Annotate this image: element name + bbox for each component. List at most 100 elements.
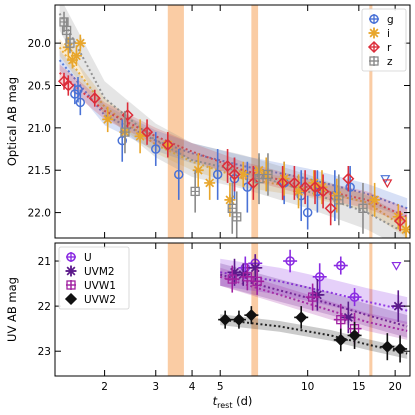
legend-2-marker-u: [66, 252, 76, 262]
series-z: [59, 11, 368, 238]
series-uvw2: [218, 306, 408, 363]
point-u-4: [314, 272, 325, 282]
panel-2-plot-area: [167, 243, 408, 376]
model-line-u: [220, 271, 408, 312]
legend-2-box: [58, 246, 130, 310]
point-z-7: [232, 212, 242, 222]
point-i-21: [392, 211, 404, 223]
y-tick-label-1-3: 21.0: [28, 123, 51, 135]
point-uvw1-2-cross: [243, 272, 252, 281]
point-i-4: [74, 37, 86, 49]
point-uvw1-4-cross: [308, 293, 317, 302]
x-axis-label-unit: (d): [232, 394, 252, 408]
point-z-6-cross: [228, 204, 237, 213]
point-r-5: [140, 126, 154, 139]
point-uvw2-4: [295, 311, 308, 324]
point-r-2: [62, 79, 75, 92]
point-r-8: [228, 168, 241, 181]
point-uvw2-1: [219, 313, 232, 326]
x-tick-label-6: 15: [352, 381, 365, 393]
point-i-10: [204, 177, 216, 189]
legend-1-box: [361, 8, 407, 72]
point-r-11: [288, 176, 301, 189]
x-tick-label-3: 4: [189, 381, 196, 393]
point-uvw2-2: [232, 313, 246, 326]
point-uvw1-5-cross: [336, 315, 345, 324]
point-u-3: [285, 256, 295, 266]
point-i-2: [66, 54, 78, 66]
point-g-6: [174, 169, 184, 180]
point-uvw1-3-cross: [253, 277, 262, 286]
x-axis-label: trest (d): [213, 394, 253, 410]
shaded-band-3: [369, 243, 373, 376]
point-z-9: [263, 169, 273, 180]
point-i-20: [369, 194, 381, 206]
point-z-11: [358, 203, 368, 213]
x-tick-label-7: 20: [388, 381, 401, 393]
point-g-12: [302, 207, 313, 218]
legend-2-marker-uvw1-cross: [67, 281, 75, 289]
x-tick-label-2: 3: [152, 381, 159, 393]
y-tick-label-1-4: 21.5: [28, 165, 51, 177]
point-i-16: [293, 185, 305, 197]
panel-1-plot-area: [57, 5, 410, 238]
shaded-band-1: [167, 5, 184, 238]
y-axis-label-1: Optical AB mag: [5, 77, 19, 166]
legend-1-marker-z-cross: [370, 57, 378, 65]
point-r-17: [382, 179, 393, 189]
point-i-5: [102, 113, 114, 125]
point-g-5: [151, 144, 161, 154]
legend-1-marker-i: [368, 27, 380, 39]
point-uvm2-6: [392, 300, 404, 312]
y-tick-label-1-5: 22.0: [28, 208, 51, 220]
panel-1-frame: [54, 4, 411, 239]
point-r-3: [88, 92, 101, 105]
legend-2: U UVM2 UVW1 UVW2: [58, 246, 130, 310]
point-z-4-cross: [120, 128, 129, 137]
point-z-3-cross: [65, 39, 74, 48]
y-tick-label-2-1: 21: [38, 256, 51, 268]
point-g-3: [75, 97, 86, 108]
legend-1-label-i: i: [387, 28, 390, 40]
model-line-i: [58, 46, 408, 231]
point-uvm2-3: [249, 262, 261, 274]
x-axis-label-subscript: rest: [217, 401, 232, 410]
legend-2-marker-uvm2: [65, 265, 77, 277]
point-z-2: [61, 25, 72, 36]
point-uvw1-5: [336, 314, 346, 325]
model-band-z: [59, 5, 408, 238]
shaded-band-3: [369, 5, 373, 238]
point-z-4: [120, 127, 130, 137]
point-uvw2-5: [334, 333, 347, 346]
y-tick-label-2-3: 23: [38, 346, 51, 358]
panel-2: 21 22 23 UV AB mag U UVM2 UVW1 UVW2: [5, 242, 411, 377]
point-r-7: [221, 159, 234, 173]
point-z-10: [334, 195, 344, 205]
point-z-5-cross: [191, 187, 200, 196]
y-tick-label-2-2: 22: [38, 301, 51, 313]
point-uvw1-1: [227, 274, 237, 284]
panel-2-frame: [54, 242, 411, 377]
point-z-2-cross: [62, 26, 71, 35]
point-r-9: [247, 176, 260, 189]
point-r-16: [342, 172, 355, 185]
point-i-11: [224, 194, 236, 206]
y-axis-label-2: UV AB mag: [5, 277, 19, 342]
point-z-7-cross: [232, 212, 241, 221]
legend-2-marker-uvw2: [64, 292, 78, 306]
x-tick-label-4: 5: [217, 381, 224, 393]
point-uvw1-2: [242, 272, 253, 282]
point-uvw1-4: [307, 292, 318, 302]
point-i-22: [400, 224, 410, 236]
point-i-9: [192, 164, 204, 176]
point-g-2: [73, 84, 83, 95]
legend-1-marker-z: [369, 56, 379, 66]
model-band-g: [59, 49, 408, 219]
x-tick-label-1: 2: [101, 381, 108, 393]
legend-1-marker-g: [369, 14, 379, 24]
y-tick-label-1-2: 20.5: [28, 80, 51, 92]
point-u-5: [336, 260, 346, 271]
point-uvw2-6: [348, 329, 361, 342]
